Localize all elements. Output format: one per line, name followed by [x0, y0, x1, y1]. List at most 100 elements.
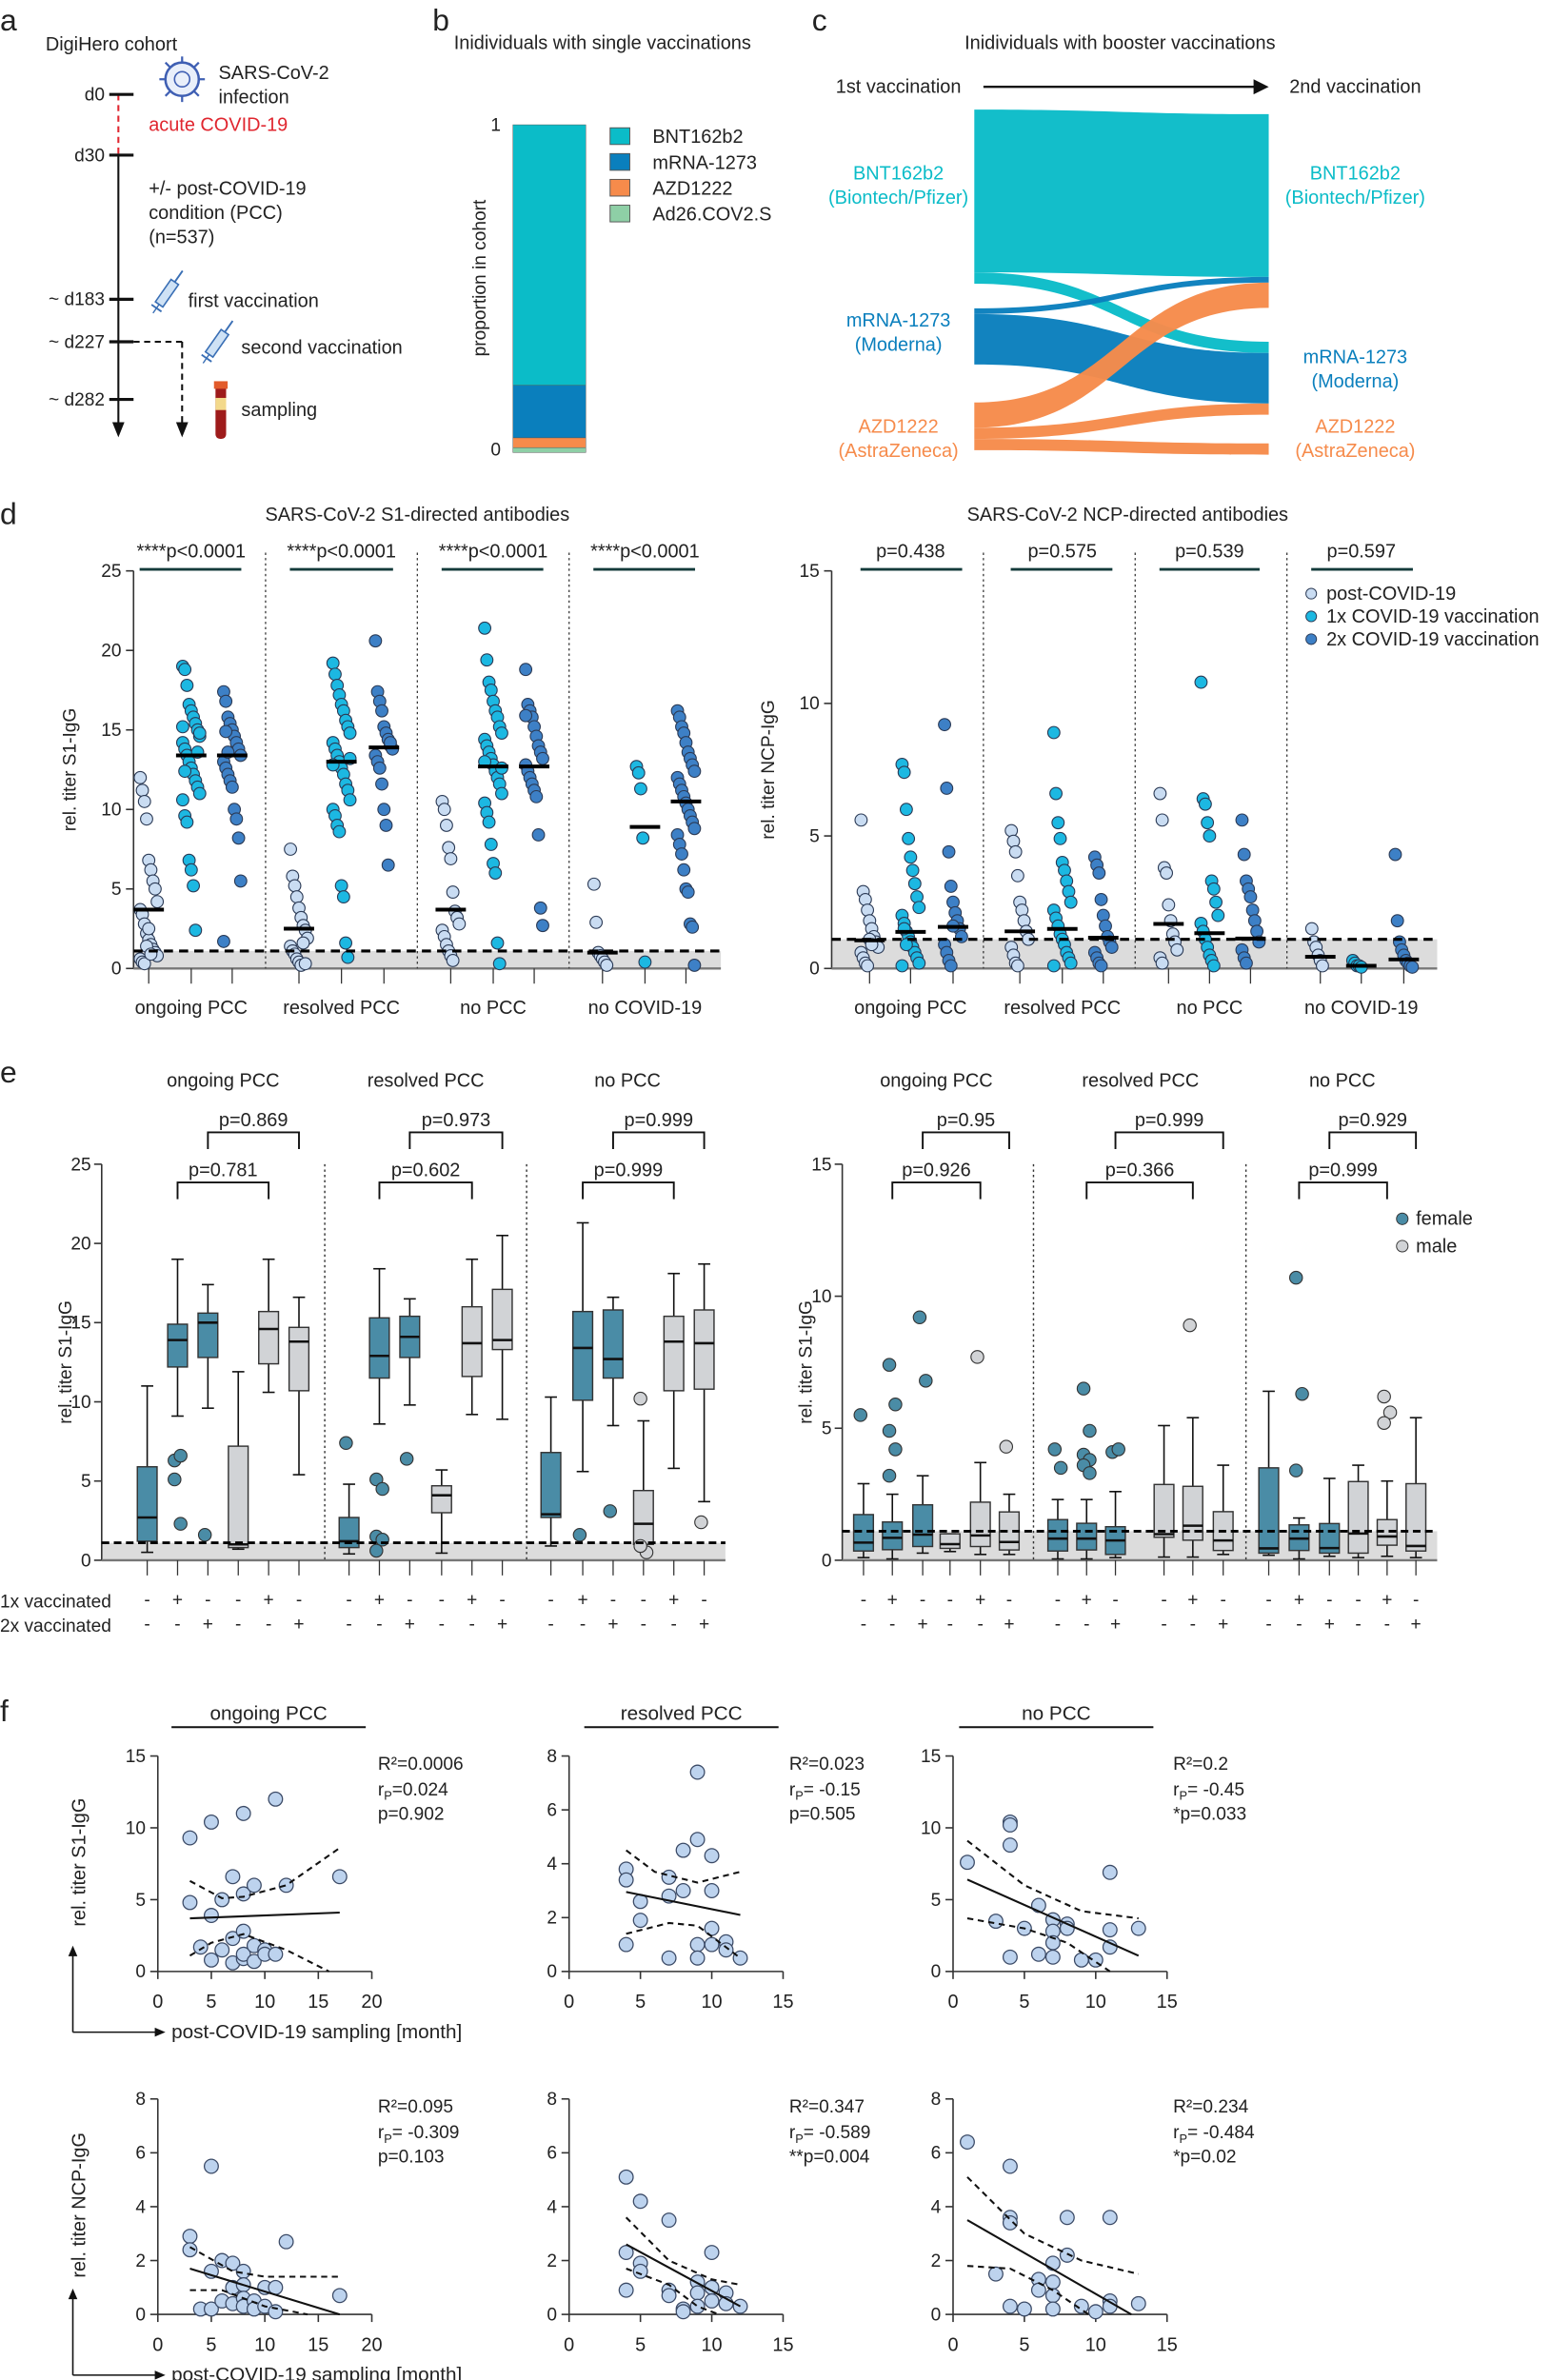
vaccination-1x-sign: -: [1265, 1591, 1271, 1611]
data-point: [704, 1848, 720, 1864]
data-point: [675, 2304, 691, 2320]
legend-swatch: [609, 127, 630, 146]
data-point: [133, 770, 148, 784]
box: [912, 1503, 934, 1548]
pearson-r-symbol: r: [378, 2123, 385, 2143]
bar-segment-azd1222: [512, 437, 587, 448]
outlier-point: [888, 1442, 903, 1457]
outlier-point: [339, 1436, 353, 1451]
data-point: [246, 1877, 262, 1894]
data-point: [1087, 2304, 1104, 2320]
data-point: [858, 892, 872, 906]
x-tick-label: 5: [635, 1992, 646, 2013]
box: [1153, 1483, 1175, 1538]
data-point: [704, 2292, 720, 2309]
y-tick-label: 0: [81, 1551, 91, 1571]
data-point: [910, 890, 924, 904]
second-vaccination-header: 2nd vaccination: [1289, 77, 1421, 98]
data-point: [192, 1939, 209, 1955]
vaccination-2x-sign: +: [203, 1615, 213, 1635]
data-point: [495, 726, 508, 740]
data-point: [203, 1908, 219, 1923]
group-label: ongoing PCC: [135, 998, 248, 1019]
data-point: [235, 1946, 251, 1962]
data-point: [675, 1883, 691, 1898]
data-point: [235, 1805, 251, 1821]
data-point: [1010, 868, 1024, 883]
data-point: [1008, 844, 1023, 859]
pearson-r-value: = -0.589: [804, 2123, 871, 2143]
pearson-r-symbol: r: [1173, 2123, 1180, 2143]
regression-line: [626, 2243, 742, 2308]
vaccination-1x-sign: +: [1294, 1591, 1304, 1611]
data-point: [1004, 823, 1019, 838]
data-point: [482, 815, 496, 829]
group-label: resolved PCC: [1082, 1071, 1199, 1092]
y-tick-label: 8: [547, 2090, 557, 2110]
comparison-bracket-1x: [1085, 1181, 1194, 1200]
data-point: [531, 828, 546, 842]
group-label: resolved PCC: [368, 1071, 485, 1092]
vaccination-2x-sign: -: [547, 1615, 553, 1635]
p-value-label: p=0.781: [189, 1160, 258, 1181]
data-point: [689, 1950, 706, 1966]
data-point: [687, 959, 702, 972]
data-point: [854, 813, 868, 827]
data-point: [377, 803, 391, 817]
data-point: [1015, 903, 1029, 917]
x-tick-label: 15: [1157, 1992, 1178, 2013]
data-point: [341, 950, 355, 964]
data-point: [203, 1814, 219, 1830]
data-point: [437, 803, 451, 817]
vaccination-1x-sign: +: [668, 1591, 679, 1611]
box: [197, 1312, 219, 1359]
infection-label: infection: [219, 88, 289, 109]
y-tick-label: 6: [931, 2144, 942, 2164]
row-label-2x-vaccinated: 2x vaccinated: [0, 1616, 111, 1636]
data-point: [1006, 834, 1021, 848]
vaccination-2x-sign: -: [1190, 1615, 1196, 1635]
p-value-label: p=0.505: [789, 1804, 856, 1824]
outlier-point: [603, 1504, 618, 1518]
x-tick-label: 0: [564, 1992, 574, 2013]
vaccination-1x-sign: +: [1082, 1591, 1092, 1611]
x-tick-label: 15: [1157, 2334, 1178, 2355]
box: [571, 1310, 594, 1401]
data-point: [1243, 890, 1258, 904]
pearson-r-label: rP= -0.484: [1173, 2123, 1255, 2146]
x-tick-label: 10: [701, 1992, 722, 2013]
right-node-sublabel: (Biontech/Pfizer): [1285, 188, 1425, 208]
vaccination-2x-sign: -: [439, 1615, 445, 1635]
data-point: [219, 724, 233, 739]
data-point: [219, 694, 233, 708]
y-axis-label: rel. titer S1-IgG: [61, 708, 81, 832]
legend-label: male: [1416, 1236, 1457, 1257]
data-point: [1058, 863, 1071, 878]
p-value-label: ****p<0.0001: [439, 541, 548, 562]
data-point: [1010, 959, 1024, 973]
legend-label: post-COVID-19: [1326, 584, 1456, 605]
vaccination-1x-sign: -: [1326, 1591, 1332, 1611]
data-point: [636, 831, 650, 845]
data-point: [946, 895, 960, 909]
y-tick-label: 15: [70, 1314, 90, 1334]
pearson-r-label: rP= -0.589: [789, 2123, 871, 2146]
data-point: [490, 936, 505, 950]
y-tick-label: 6: [135, 2144, 146, 2164]
vaccination-2x-sign: -: [1161, 1615, 1166, 1635]
arrow-head: [1253, 79, 1269, 95]
data-point: [899, 938, 913, 952]
right-node-sublabel: (AstraZeneca): [1295, 441, 1415, 462]
y-tick-label: 6: [547, 1800, 557, 1820]
y-tick-label: 4: [547, 2197, 557, 2217]
outlier-point: [1288, 1463, 1303, 1478]
y-tick-label: 4: [931, 2197, 942, 2217]
data-point: [1059, 2247, 1075, 2263]
data-point: [1016, 2301, 1032, 2317]
flow-mrna-to-bnt: [974, 276, 1269, 314]
data-point: [492, 957, 507, 971]
arrowhead: [154, 2027, 166, 2037]
data-point: [1064, 956, 1078, 970]
